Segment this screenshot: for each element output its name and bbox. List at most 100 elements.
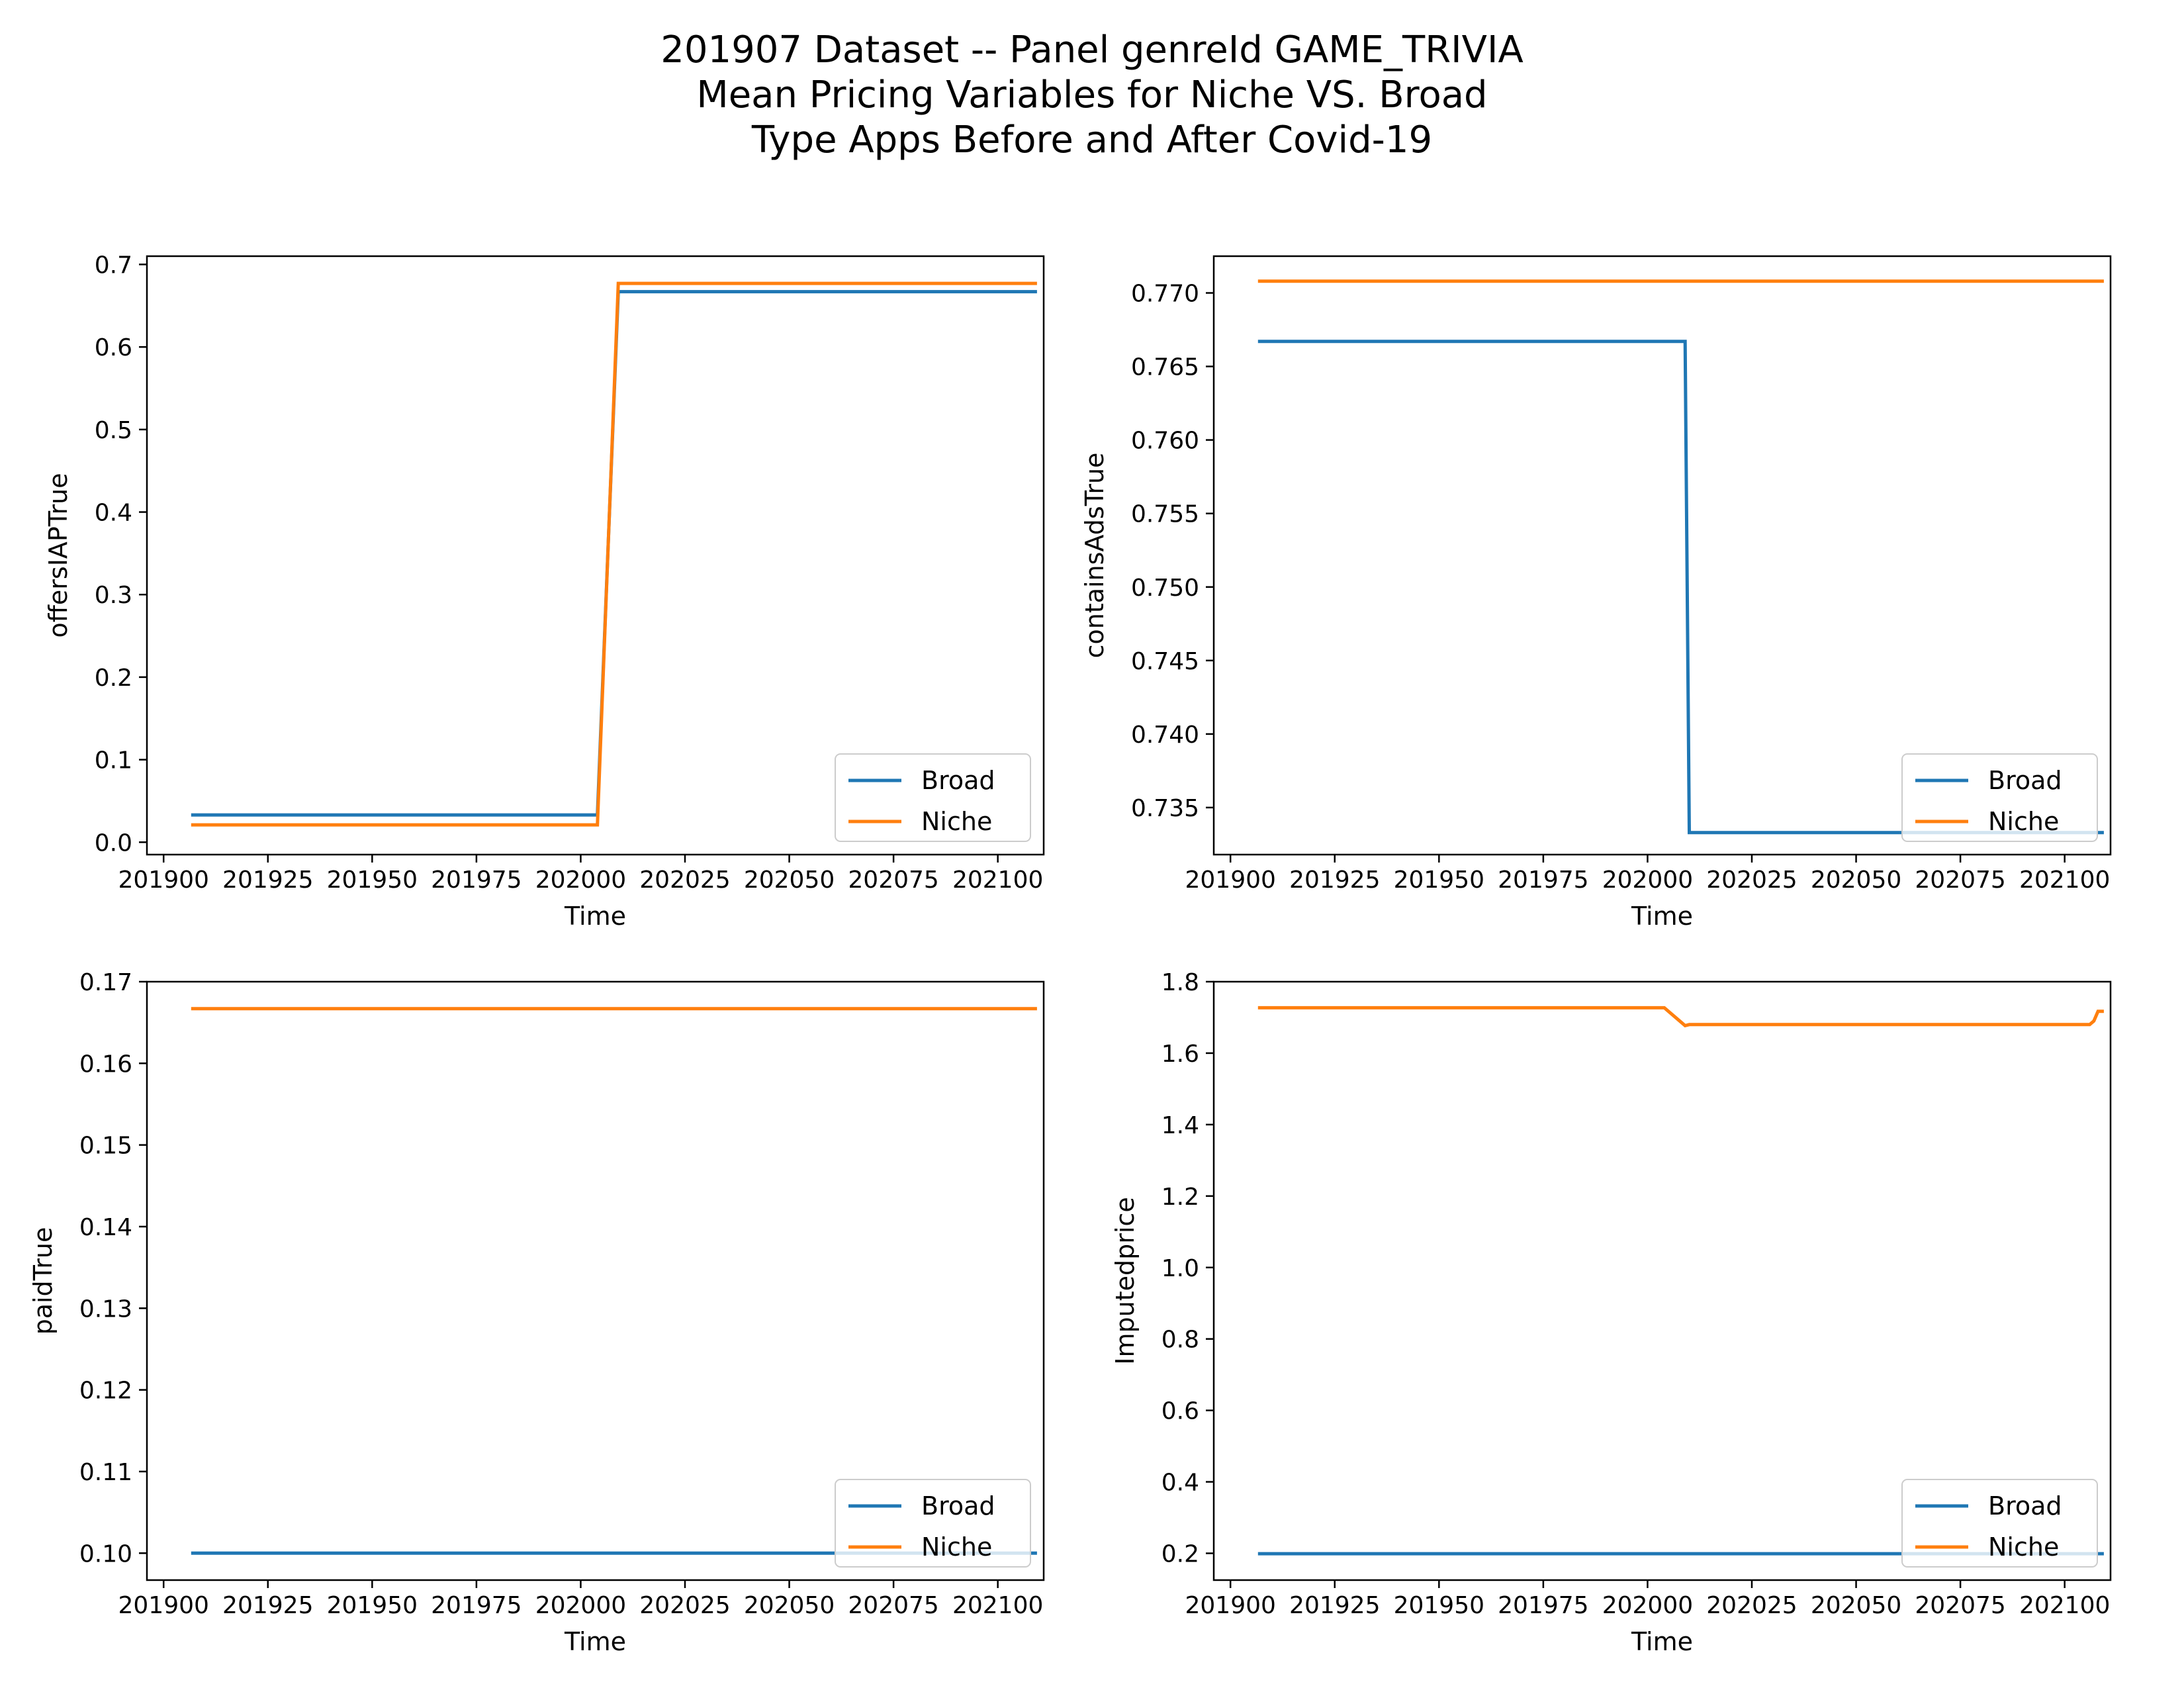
x-tick-label: 202050 [1811,867,1901,894]
x-tick-label: 202075 [848,1592,938,1619]
panels: 201900 201925 201950 201975 202000 202025 2020… [28,252,2112,1656]
y-axis-label: containsAdsTrue [1080,453,1109,659]
axes-frame [146,980,1045,1581]
y-tick-label: 1.4 [1161,1112,1199,1139]
x-tick-label: 201925 [222,867,313,894]
y-tick-label: 0.745 [1131,648,1199,675]
y-tick-label: 1.6 [1161,1041,1199,1068]
x-tick-label: 202000 [1602,867,1693,894]
y-tick-label: 1.8 [1161,969,1199,996]
y-tick-label: 0.17 [79,969,132,996]
x-tick-label: 202000 [535,1592,626,1619]
y-axis-label: paidTrue [28,1227,58,1335]
x-tick-label: 202050 [1811,1592,1901,1619]
x-tick-label: 202050 [744,867,835,894]
y-tick-label: 0.0 [95,829,132,857]
figure-title-line-1: 201907 Dataset -- Panel genreId GAME_TRI… [660,28,1524,71]
x-tick-label: 202100 [2019,1592,2110,1619]
x-tick-label: 202025 [1706,1592,1797,1619]
x-tick-label: 202000 [1602,1592,1693,1619]
x-axis-label: Time [1631,902,1693,931]
x-tick-label: 202050 [744,1592,835,1619]
legend-label-niche: Niche [1988,807,2059,836]
x-tick-label: 201950 [1394,1592,1484,1619]
legend-label-niche: Niche [921,1532,992,1562]
legend: Broad Niche [1901,753,2098,842]
figure-title-line-3: Type Apps Before and After Covid-19 [751,118,1432,162]
x-axis-label: Time [564,902,626,931]
y-tick-label: 0.1 [95,747,132,774]
series-line-niche [191,281,1037,827]
y-tick-label: 0.14 [79,1214,132,1241]
x-tick-label: 201900 [1185,1592,1275,1619]
legend-box [835,753,1031,842]
legend: Broad Niche [1901,1479,2098,1568]
x-tick-label: 202100 [952,1592,1043,1619]
y-tick-label: 0.770 [1131,281,1199,308]
chart-panel-2: 201900 201925 201950 201975 202000 202025 2020… [1080,255,2112,931]
x-tick-label: 201900 [118,867,208,894]
y-tick-label: 0.12 [79,1378,132,1405]
x-tick-label: 202025 [1706,867,1797,894]
legend-label-broad: Broad [1988,1491,2062,1521]
legend: Broad Niche [835,753,1031,842]
y-tick-label: 0.750 [1131,575,1199,602]
y-tick-label: 0.765 [1131,354,1199,381]
x-tick-label: 201950 [1394,867,1484,894]
y-tick-label: 0.4 [95,500,132,527]
y-tick-label: 0.3 [95,582,132,609]
x-tick-label: 201925 [222,1592,313,1619]
x-tick-label: 202075 [848,867,938,894]
y-tick-label: 0.10 [79,1540,132,1568]
y-tick-label: 0.6 [1161,1398,1199,1425]
x-tick-label: 202025 [639,1592,730,1619]
x-tick-label: 201975 [431,1592,522,1619]
y-tick-label: 0.2 [1161,1541,1199,1568]
series-line-broad [1257,340,2104,835]
legend-label-niche: Niche [921,807,992,836]
y-tick-label: 0.8 [1161,1327,1199,1354]
y-tick-label: 0.2 [95,665,132,692]
x-tick-label: 202000 [535,867,626,894]
x-tick-label: 201975 [431,867,522,894]
y-tick-label: 1.0 [1161,1255,1199,1282]
legend-box [1901,753,2098,842]
legend-label-broad: Broad [1988,766,2062,795]
y-tick-label: 0.760 [1131,428,1199,455]
chart-panel-1: 201900 201925 201950 201975 202000 202025 2020… [44,252,1045,931]
x-tick-label: 202025 [639,867,730,894]
y-tick-label: 0.755 [1131,501,1199,528]
chart-panel-4: 201900 201925 201950 201975 202000 202025 2020… [1111,969,2112,1656]
axes-frame [1212,255,2112,856]
y-tick-label: 0.6 [95,334,132,361]
x-tick-label: 201900 [118,1592,208,1619]
legend-label-broad: Broad [921,1491,995,1521]
y-tick-label: 0.7 [95,252,132,279]
x-tick-label: 201925 [1289,1592,1380,1619]
legend-label-broad: Broad [921,766,995,795]
legend: Broad Niche [835,1479,1031,1568]
x-tick-label: 201975 [1498,1592,1588,1619]
x-axis-label: Time [1631,1627,1693,1656]
y-tick-label: 0.11 [79,1459,132,1486]
x-tick-label: 201950 [327,867,418,894]
y-tick-label: 0.16 [79,1051,132,1078]
x-tick-label: 201925 [1289,867,1380,894]
y-tick-label: 0.15 [79,1133,132,1160]
y-axis-label: Imputedprice [1111,1197,1140,1364]
y-tick-label: 0.740 [1131,722,1199,749]
axes-frame [1212,980,2112,1581]
x-tick-label: 201900 [1185,867,1275,894]
figure-title-line-2: Mean Pricing Variables for Niche VS. Bro… [696,73,1487,117]
legend-label-niche: Niche [1988,1532,2059,1562]
y-tick-label: 0.4 [1161,1470,1199,1497]
y-axis-label: offersIAPTrue [44,473,73,637]
y-tick-label: 0.735 [1131,795,1199,822]
x-tick-label: 201950 [327,1592,418,1619]
legend-box [1901,1479,2098,1568]
x-tick-label: 202100 [2019,867,2110,894]
x-tick-label: 202100 [952,867,1043,894]
x-axis-label: Time [564,1627,626,1656]
